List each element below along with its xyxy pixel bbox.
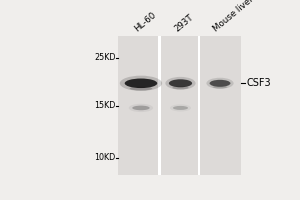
Text: HL-60: HL-60: [133, 10, 158, 33]
Text: 10KD: 10KD: [94, 153, 116, 162]
Ellipse shape: [130, 87, 152, 90]
Ellipse shape: [206, 78, 234, 89]
Text: 15KD: 15KD: [94, 101, 116, 110]
Ellipse shape: [172, 86, 189, 89]
Ellipse shape: [129, 104, 153, 112]
Text: CSF3: CSF3: [247, 78, 272, 88]
Ellipse shape: [173, 106, 188, 110]
Ellipse shape: [210, 80, 230, 87]
Ellipse shape: [132, 106, 150, 110]
FancyBboxPatch shape: [198, 36, 200, 175]
Ellipse shape: [213, 86, 227, 88]
Text: Mouse liver: Mouse liver: [212, 0, 256, 33]
Ellipse shape: [125, 79, 157, 88]
FancyBboxPatch shape: [158, 36, 161, 175]
Ellipse shape: [165, 77, 196, 90]
Text: 293T: 293T: [172, 12, 195, 33]
Ellipse shape: [170, 104, 191, 112]
FancyBboxPatch shape: [118, 36, 241, 175]
Ellipse shape: [120, 76, 162, 91]
Ellipse shape: [169, 79, 192, 87]
Text: 25KD: 25KD: [94, 53, 116, 62]
